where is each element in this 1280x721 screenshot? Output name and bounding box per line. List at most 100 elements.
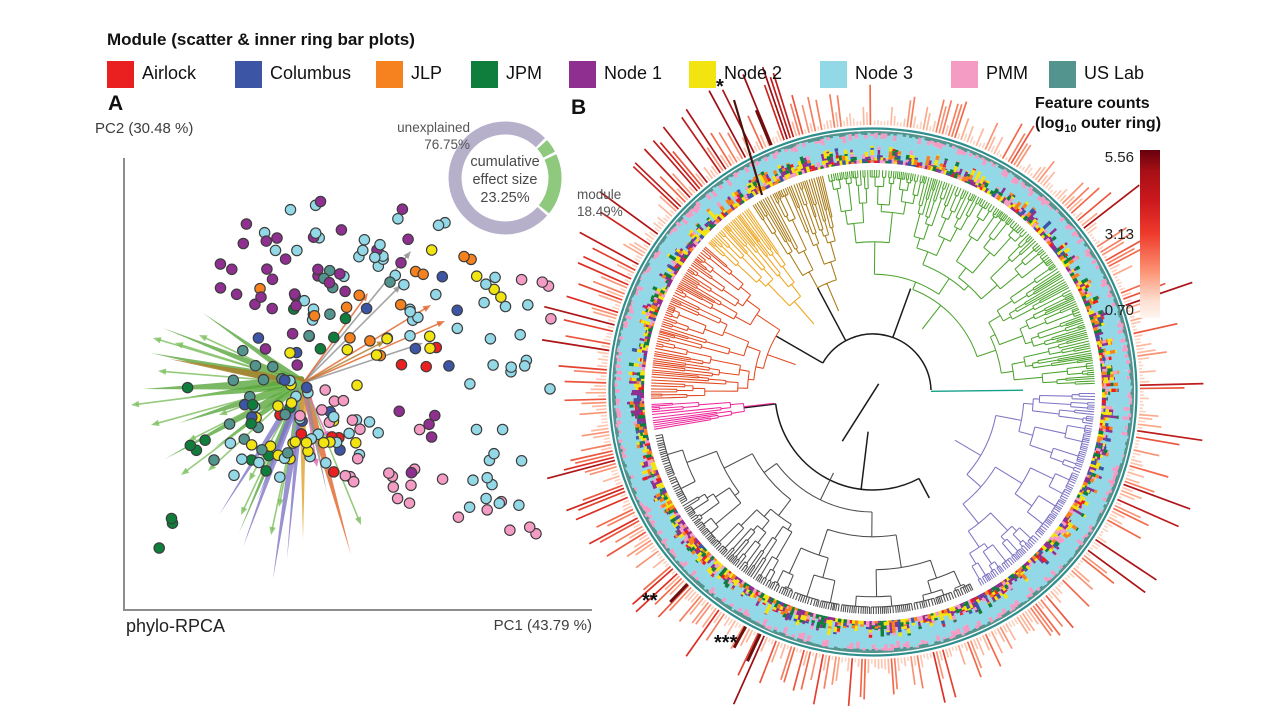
scatter-point xyxy=(260,235,273,247)
scatter-point xyxy=(230,288,243,301)
scatter-point xyxy=(256,444,268,456)
scatter-point xyxy=(327,466,340,478)
scatter-point xyxy=(436,473,449,485)
biplot-arrowhead xyxy=(277,498,284,507)
scatter-point xyxy=(451,322,464,335)
feature-bars xyxy=(563,255,946,703)
legend-swatch xyxy=(1049,61,1076,88)
donut-center-label: cumulative effect size 23.25% xyxy=(470,154,540,206)
scatter-point xyxy=(341,343,354,356)
ring-bars xyxy=(629,150,1120,633)
scatter-point xyxy=(384,276,396,288)
scatter-point xyxy=(417,268,429,281)
scatter-point xyxy=(286,327,299,340)
scatter-point xyxy=(290,299,302,312)
scatter-point xyxy=(504,524,516,536)
scatter-point xyxy=(266,273,279,286)
scatter-point xyxy=(279,253,292,265)
pca-scatter-points xyxy=(153,195,557,554)
scatter-point xyxy=(227,374,240,387)
clade-gray xyxy=(655,434,974,615)
scatter-point xyxy=(343,427,355,440)
donut-unexplained-label: unexplained 76.75% xyxy=(397,120,470,152)
scatter-point xyxy=(319,384,331,396)
scatter-point xyxy=(317,436,330,449)
scatter-point xyxy=(409,342,422,355)
scatter-point xyxy=(214,258,227,270)
ring-bars xyxy=(614,132,1133,651)
scatter-point xyxy=(395,257,407,269)
scatter-point xyxy=(327,411,340,423)
scatter-point xyxy=(360,302,373,315)
scatter-point xyxy=(199,434,211,446)
pca-axis-lines xyxy=(123,158,592,611)
scatter-point xyxy=(184,439,197,452)
scatter-point xyxy=(514,328,526,341)
scatter-point xyxy=(208,454,220,466)
donut-segment-module xyxy=(538,154,562,214)
clade-green xyxy=(827,169,1095,385)
biplot-arrowhead xyxy=(199,335,208,342)
legend-label: Node 2 xyxy=(724,63,783,83)
annotation-star-3: *** xyxy=(714,632,738,654)
scatter-point xyxy=(488,447,500,460)
phylo-tree-clades xyxy=(650,169,1096,615)
scatter-point xyxy=(328,331,340,344)
scatter-point xyxy=(240,218,253,230)
scatter-point xyxy=(499,300,512,313)
biplot-arrowhead xyxy=(188,434,197,441)
pc1-axis-label: PC1 (43.79 %) xyxy=(493,617,592,634)
scatter-point xyxy=(420,360,432,373)
scatter-point xyxy=(309,227,322,239)
scatter-point xyxy=(358,234,371,246)
scatter-point xyxy=(481,504,493,516)
legend-swatch xyxy=(235,61,262,88)
scatter-point xyxy=(314,195,327,208)
scatter-point xyxy=(260,465,272,477)
biplot-arrowhead xyxy=(355,516,361,525)
scatter-point xyxy=(404,305,416,318)
scatter-point xyxy=(458,250,470,263)
scatter-point xyxy=(267,360,279,373)
feature-bars xyxy=(575,84,1169,700)
legend-label: JPM xyxy=(506,63,542,83)
feature-bars xyxy=(597,118,1146,664)
biplot-arrow-thin xyxy=(135,382,304,406)
scatter-point xyxy=(269,244,282,257)
scatter-point xyxy=(430,288,442,301)
scatter-point xyxy=(153,542,165,554)
biplot-arrow-thin xyxy=(302,343,419,384)
scatter-point xyxy=(181,381,194,394)
scatter-point xyxy=(289,436,302,448)
method-label: phylo-RPCA xyxy=(126,616,226,636)
scatter-point xyxy=(451,304,463,317)
scatter-point xyxy=(391,492,404,505)
scatter-point xyxy=(357,244,369,257)
colorbar-tick-min: 0.70 xyxy=(1104,302,1134,319)
scatter-point xyxy=(351,452,364,465)
legend-label: Columbus xyxy=(270,63,352,83)
feature-count-outer-bars xyxy=(541,66,1204,706)
legend-label: Node 1 xyxy=(604,63,663,83)
scatter-point xyxy=(405,466,418,479)
scatter-point xyxy=(354,423,366,436)
biplot-arrowhead xyxy=(208,463,216,471)
scatter-point xyxy=(413,423,426,436)
scatter-point xyxy=(334,268,346,280)
legend-swatch xyxy=(569,61,596,88)
scatter-point xyxy=(396,203,409,215)
scatter-point xyxy=(364,335,376,347)
ring-bars xyxy=(628,149,1119,637)
scatter-point xyxy=(383,467,395,479)
legend-swatch xyxy=(820,61,847,88)
scatter-point xyxy=(303,329,315,342)
scatter-point xyxy=(324,308,336,320)
scatter-point xyxy=(505,361,517,373)
scatter-point xyxy=(300,436,313,449)
scatter-point xyxy=(295,428,308,440)
scatter-point xyxy=(238,433,250,445)
colorbar-title: Feature counts (log10 outer ring) xyxy=(1035,95,1162,136)
tree-root-path xyxy=(743,287,932,499)
scatter-point xyxy=(463,501,476,513)
